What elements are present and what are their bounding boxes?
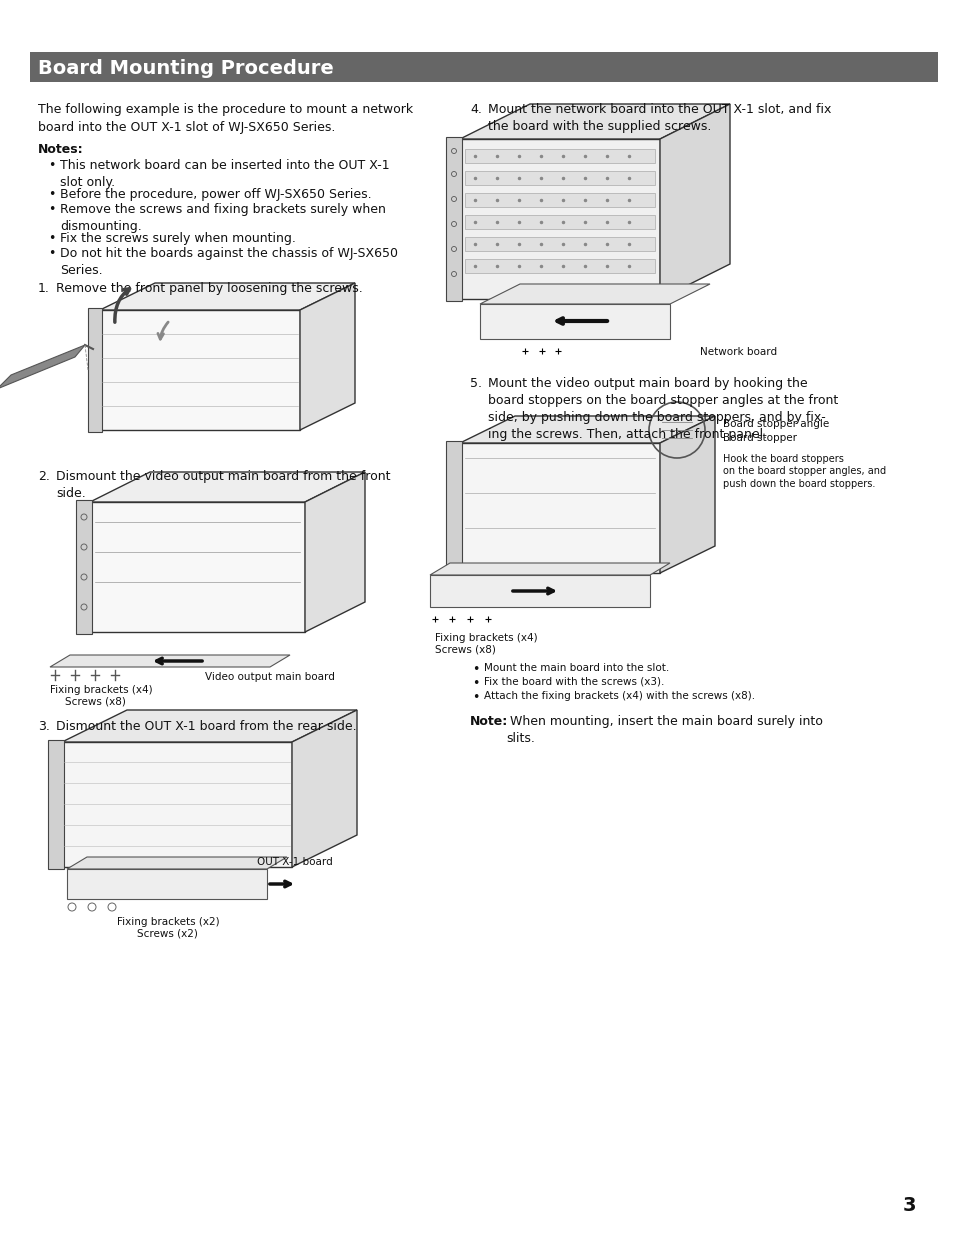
Polygon shape <box>292 710 356 867</box>
Text: •: • <box>48 188 55 200</box>
Text: This network board can be inserted into the OUT X-1
slot only.: This network board can be inserted into … <box>60 160 389 189</box>
Text: Do not hit the boards against the chassis of WJ-SX650
Series.: Do not hit the boards against the chassi… <box>60 247 397 277</box>
Bar <box>48 740 64 870</box>
Bar <box>464 238 655 251</box>
Polygon shape <box>90 502 305 632</box>
Text: •: • <box>472 677 478 690</box>
Text: Screws (x2): Screws (x2) <box>137 929 197 939</box>
Polygon shape <box>305 473 365 632</box>
Text: Mount the network board into the OUT X-1 slot, and fix
the board with the suppli: Mount the network board into the OUT X-1… <box>488 103 830 134</box>
Text: 3.: 3. <box>38 720 50 734</box>
Text: 2.: 2. <box>38 470 50 482</box>
Text: Mount the video output main board by hooking the
board stoppers on the board sto: Mount the video output main board by hoo… <box>488 377 838 442</box>
Bar <box>479 304 669 339</box>
Polygon shape <box>659 104 729 299</box>
Bar <box>464 148 655 163</box>
Bar <box>76 500 91 635</box>
Polygon shape <box>479 285 709 304</box>
Text: Board stopper angle: Board stopper angle <box>722 419 828 429</box>
Bar <box>67 870 267 899</box>
Bar <box>464 259 655 273</box>
Text: •: • <box>48 247 55 260</box>
Text: Remove the screws and fixing brackets surely when
dismounting.: Remove the screws and fixing brackets su… <box>60 203 385 233</box>
Bar <box>446 137 461 301</box>
Text: Notes:: Notes: <box>38 143 84 156</box>
Text: OUT X-1 board: OUT X-1 board <box>256 857 333 867</box>
Bar <box>88 308 102 432</box>
Text: Fix the screws surely when mounting.: Fix the screws surely when mounting. <box>60 233 295 245</box>
Text: Attach the fixing brackets (x4) with the screws (x8).: Attach the fixing brackets (x4) with the… <box>483 691 755 701</box>
Polygon shape <box>459 416 714 443</box>
Text: Video output main board: Video output main board <box>205 672 335 682</box>
Polygon shape <box>67 857 287 870</box>
Polygon shape <box>100 310 299 430</box>
Text: Screws (x8): Screws (x8) <box>65 696 126 708</box>
Text: •: • <box>48 233 55 245</box>
Text: Hook the board stoppers
on the board stopper angles, and
push down the board sto: Hook the board stoppers on the board sto… <box>722 454 885 489</box>
Polygon shape <box>430 563 669 575</box>
Polygon shape <box>62 742 292 867</box>
Text: Before the procedure, power off WJ-SX650 Series.: Before the procedure, power off WJ-SX650… <box>60 188 372 200</box>
Polygon shape <box>100 283 355 310</box>
Text: Fixing brackets (x4): Fixing brackets (x4) <box>435 633 537 643</box>
Polygon shape <box>62 710 356 742</box>
Polygon shape <box>0 345 85 388</box>
Text: Board stopper: Board stopper <box>722 433 796 443</box>
Text: Fix the board with the screws (x3).: Fix the board with the screws (x3). <box>483 677 663 687</box>
Text: Dismount the video output main board from the front
side.: Dismount the video output main board fro… <box>56 470 390 500</box>
Text: Fixing brackets (x2): Fixing brackets (x2) <box>117 917 219 927</box>
Text: •: • <box>472 663 478 675</box>
Text: Fixing brackets (x4): Fixing brackets (x4) <box>50 685 152 695</box>
Text: Mount the main board into the slot.: Mount the main board into the slot. <box>483 663 669 673</box>
Text: 5.: 5. <box>470 377 481 390</box>
Text: Board Mounting Procedure: Board Mounting Procedure <box>38 59 334 78</box>
Polygon shape <box>90 473 365 502</box>
Text: When mounting, insert the main board surely into
slits.: When mounting, insert the main board sur… <box>505 715 822 745</box>
Text: 3: 3 <box>902 1196 915 1215</box>
Bar <box>464 193 655 207</box>
Text: Screws (x8): Screws (x8) <box>435 644 496 656</box>
Polygon shape <box>299 283 355 430</box>
Text: •: • <box>472 691 478 704</box>
Text: •: • <box>48 203 55 216</box>
Text: Network board: Network board <box>700 348 777 357</box>
Bar <box>446 442 461 575</box>
Polygon shape <box>459 139 659 299</box>
Text: Remove the front panel by loosening the screws.: Remove the front panel by loosening the … <box>56 282 362 294</box>
Bar <box>30 52 937 82</box>
Bar <box>464 215 655 229</box>
Polygon shape <box>659 416 714 573</box>
Text: The following example is the procedure to mount a network
board into the OUT X-1: The following example is the procedure t… <box>38 103 413 134</box>
Polygon shape <box>459 104 729 139</box>
Bar <box>464 171 655 186</box>
Text: Note:: Note: <box>470 715 508 729</box>
Bar <box>430 575 649 607</box>
Text: •: • <box>48 160 55 172</box>
Text: 4.: 4. <box>470 103 481 116</box>
Polygon shape <box>50 656 290 667</box>
Text: 1.: 1. <box>38 282 50 294</box>
Polygon shape <box>459 443 659 573</box>
Text: Dismount the OUT X-1 board from the rear side.: Dismount the OUT X-1 board from the rear… <box>56 720 356 734</box>
